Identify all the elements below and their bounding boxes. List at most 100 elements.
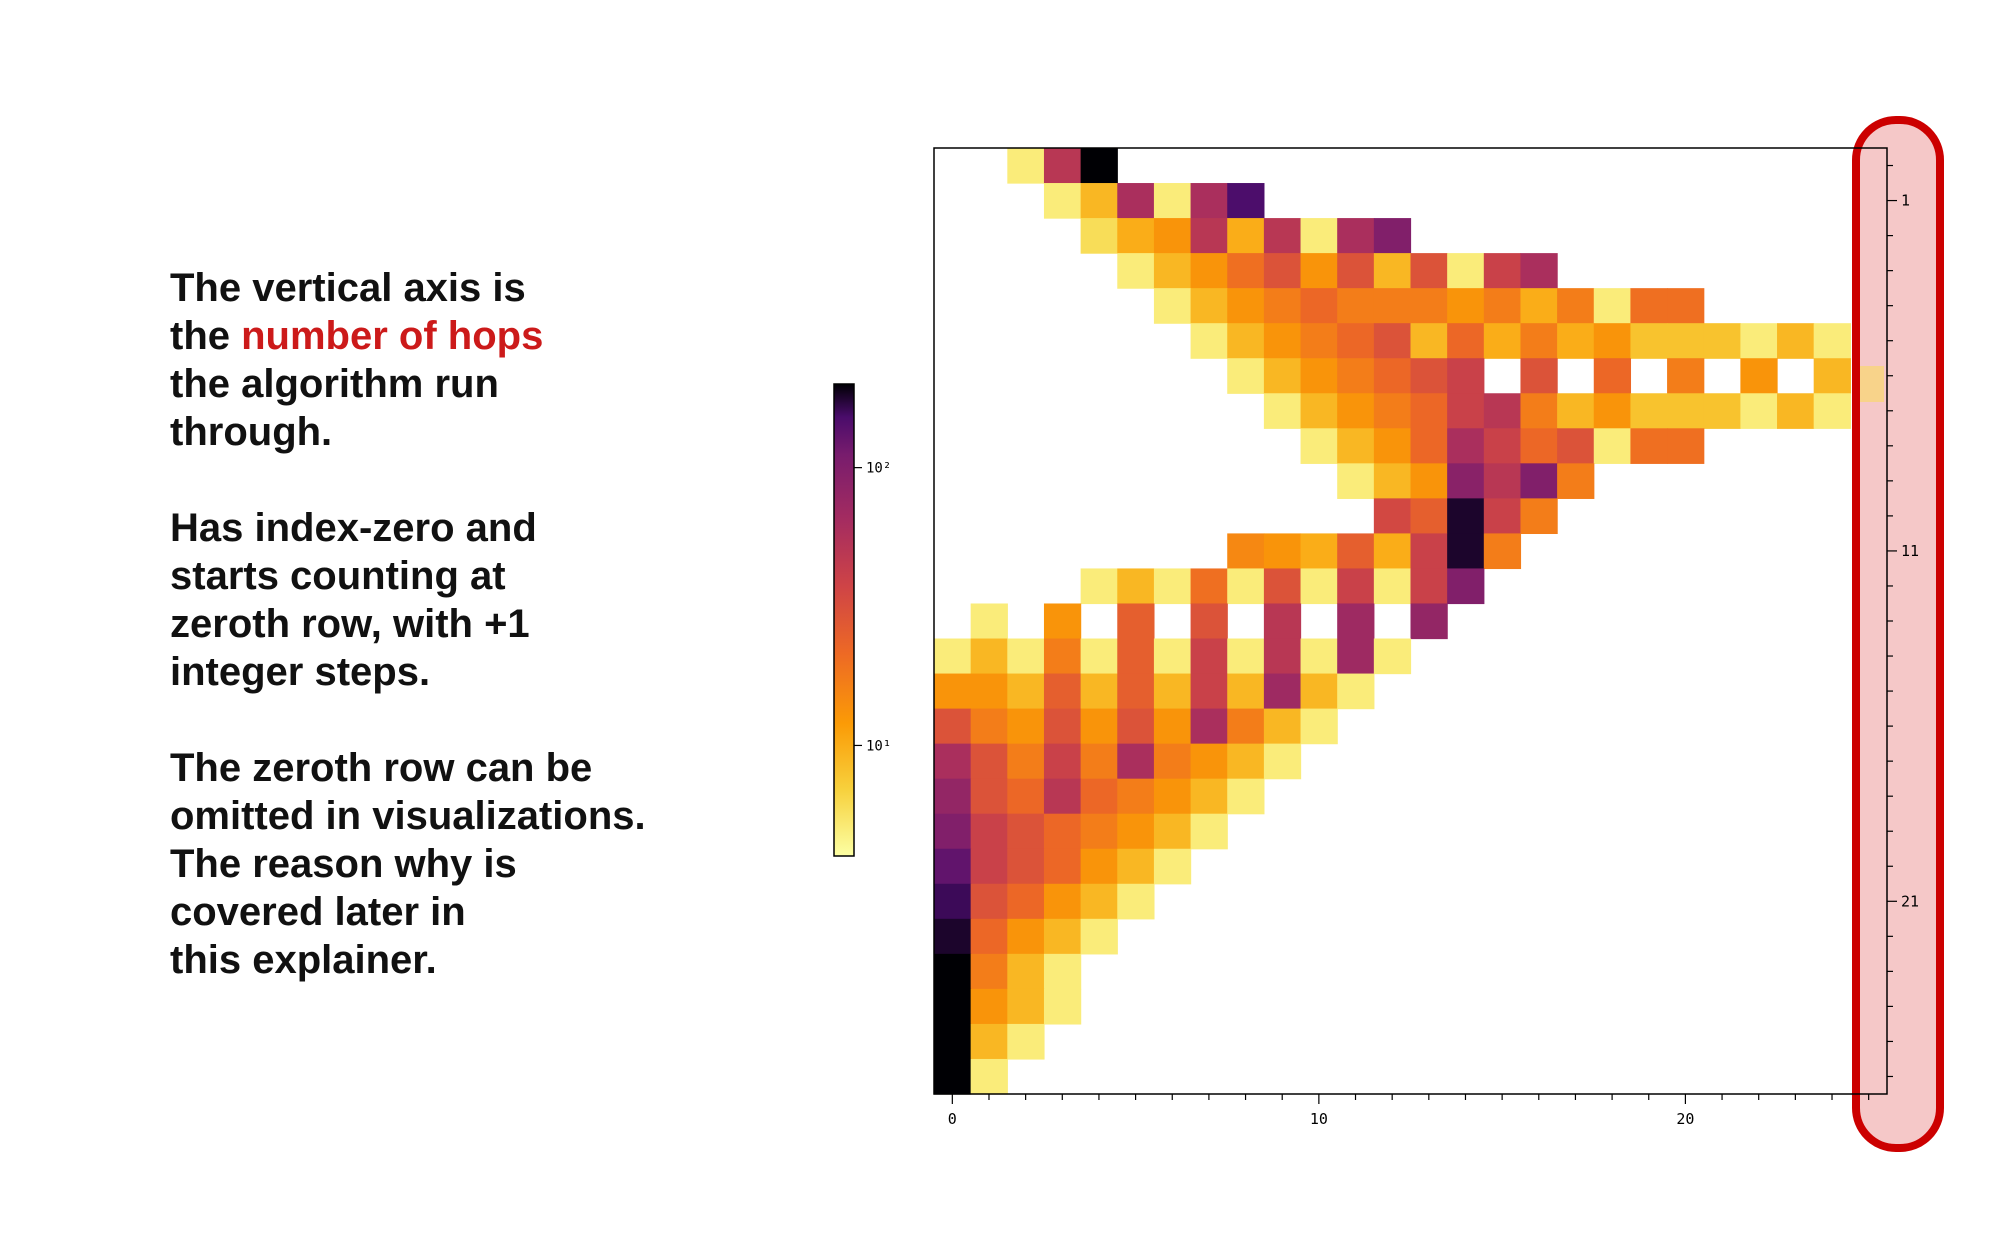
heatmap-cell xyxy=(1227,288,1265,324)
heatmap-cell xyxy=(1483,463,1522,499)
heatmap-cell xyxy=(1337,568,1375,605)
heatmap-cell xyxy=(1410,288,1448,324)
heatmap-cell xyxy=(1043,638,1082,675)
heatmap-cell xyxy=(1117,673,1155,710)
heatmap-cell xyxy=(934,708,972,745)
heatmap-cell xyxy=(1483,498,1522,535)
heatmap-cell xyxy=(1190,778,1228,815)
heatmap-cell xyxy=(1007,813,1045,850)
heatmap-cell xyxy=(1777,393,1815,429)
heatmap-cell xyxy=(1117,603,1155,640)
heatmap-cell xyxy=(970,953,1008,990)
heatmap-cell xyxy=(1190,568,1228,605)
heatmap-cell xyxy=(1593,358,1632,394)
heatmap-cell xyxy=(1263,288,1302,324)
heatmap-cell xyxy=(1117,848,1155,885)
heatmap-cell xyxy=(934,778,972,815)
heatmap-cell xyxy=(970,603,1008,640)
colorbar-tick-label: 10¹ xyxy=(866,738,891,754)
heatmap-cell xyxy=(1703,323,1741,359)
heatmap-cell xyxy=(1263,218,1302,254)
heatmap-cell xyxy=(1153,778,1192,815)
heatmap-cell xyxy=(1153,253,1192,289)
heatmap-cell xyxy=(1373,568,1412,605)
heatmap-cell xyxy=(1043,148,1082,184)
heatmap-cell xyxy=(970,708,1008,745)
heatmap-cell xyxy=(1667,358,1705,394)
highlighted-row-marker xyxy=(1860,366,1884,402)
heatmap-cell xyxy=(1153,288,1192,324)
heatmap-cell xyxy=(1117,253,1155,289)
heatmap-cell xyxy=(1557,393,1595,429)
heatmap-cell xyxy=(1447,288,1485,324)
heatmap-cell xyxy=(1080,708,1118,745)
heatmap-cell xyxy=(970,918,1008,955)
heatmap-cell xyxy=(1337,463,1375,499)
heatmap-cell xyxy=(1190,603,1228,640)
heatmap-cell xyxy=(1373,253,1412,289)
heatmap-cell xyxy=(1300,638,1338,675)
heatmap-cell xyxy=(1300,428,1338,464)
heatmap-cell xyxy=(1447,498,1485,535)
heatmap-cell xyxy=(1080,638,1118,675)
heatmap-cell xyxy=(1593,393,1632,429)
heatmap-cell xyxy=(1447,428,1485,464)
explainer-line: integer steps. xyxy=(170,650,431,694)
explainer-line: through. xyxy=(170,410,333,454)
heatmap-cell xyxy=(1227,638,1265,675)
heatmap-cell xyxy=(1373,428,1412,464)
explainer-line: zeroth row, with +1 xyxy=(170,602,530,646)
heatmap-cell xyxy=(1300,323,1338,359)
heatmap-cell xyxy=(1373,393,1412,429)
heatmap-cell xyxy=(1300,253,1338,289)
heatmap-cell xyxy=(1483,253,1522,289)
x-tick-label: 20 xyxy=(1676,1110,1694,1128)
heatmap-cell xyxy=(1043,988,1082,1025)
heatmap-cell xyxy=(970,1023,1008,1060)
explainer-line: The reason why is xyxy=(170,842,517,886)
heatmap-cell xyxy=(1190,638,1228,675)
heatmap-cell xyxy=(1043,603,1082,640)
heatmap-cell xyxy=(970,988,1008,1025)
heatmap-cell xyxy=(1263,603,1302,640)
heatmap-cell xyxy=(1043,183,1082,219)
heatmap-cell xyxy=(1483,323,1522,359)
heatmap-cell xyxy=(1263,708,1302,745)
heatmap-cell xyxy=(934,918,972,955)
heatmap-cell xyxy=(1740,358,1778,394)
heatmap-cell xyxy=(1593,428,1632,464)
heatmap-cell xyxy=(1007,953,1045,990)
heatmap-cell xyxy=(1300,393,1338,429)
highlight-number-of-hops: number of hops xyxy=(241,314,544,358)
colorbar xyxy=(833,383,855,857)
heatmap-cell xyxy=(1190,708,1228,745)
heatmap-cell xyxy=(1263,568,1302,605)
heatmap-cell xyxy=(1153,218,1192,254)
heatmap-cell xyxy=(1337,218,1375,254)
heatmap-cell xyxy=(970,813,1008,850)
heatmap-cell xyxy=(1410,603,1448,640)
heatmap-cell xyxy=(934,743,972,780)
heatmap-cell xyxy=(1227,743,1265,780)
heatmap-cell xyxy=(1153,813,1192,850)
explainer-line: covered later in xyxy=(170,890,466,934)
heatmap-cell xyxy=(1263,638,1302,675)
heatmap-cell xyxy=(970,638,1008,675)
heatmap-cell xyxy=(1080,568,1118,605)
heatmap-cell xyxy=(1153,708,1192,745)
heatmap-cell xyxy=(1117,813,1155,850)
heatmap-cell xyxy=(1410,428,1448,464)
heatmap-cell xyxy=(1263,533,1302,570)
heatmap-cell xyxy=(1337,603,1375,640)
heatmap-cell xyxy=(1373,533,1412,570)
heatmap-cell xyxy=(1447,463,1485,499)
heatmap-cell xyxy=(1080,848,1118,885)
heatmap-cell xyxy=(1373,638,1412,675)
heatmap-cell xyxy=(1007,918,1045,955)
heatmap-cell xyxy=(1483,428,1522,464)
heatmap-cell xyxy=(1337,673,1375,710)
heatmap-cell xyxy=(970,778,1008,815)
y-tick-label: 21 xyxy=(1901,892,1919,910)
heatmap-cell xyxy=(1263,673,1302,710)
explainer-paragraph-3: The zeroth row can be omitted in visuali… xyxy=(170,744,730,984)
